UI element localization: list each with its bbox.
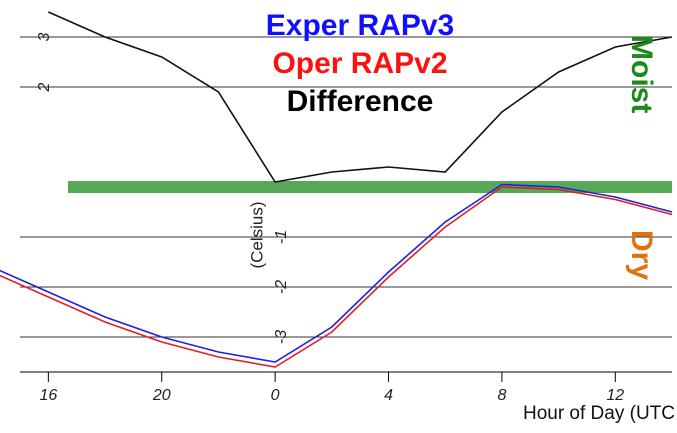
x-tick-label: 12: [606, 387, 624, 404]
y-tick-label: -3: [273, 330, 290, 344]
y-tick-label: 3: [36, 32, 53, 41]
x-tick-label: 20: [152, 387, 171, 404]
y-axis-label: (Celsius): [247, 201, 266, 268]
x-tick-label: 16: [39, 387, 57, 404]
chart: -3 -2 -1 2 3 16 20 0 4 8 12Hour of Day (UTC (Celsiu…: [0, 0, 677, 433]
side-label: Dry: [625, 230, 658, 280]
y-tick-label: -2: [273, 280, 290, 294]
x-tick-label: 0: [271, 387, 280, 404]
title-line: Difference: [287, 85, 434, 118]
title-line: Exper RAPv3: [266, 9, 454, 42]
x-tick-label: 8: [497, 387, 506, 404]
side-label: Moist: [625, 35, 658, 113]
x-axis-label: Hour of Day (UTC: [523, 403, 675, 424]
series-line: [0, 185, 672, 363]
series-line: [0, 187, 672, 367]
x-tick-label: 4: [384, 387, 393, 404]
y-tick-label: 2: [36, 82, 53, 92]
y-tick-label: -1: [273, 230, 290, 244]
title-line: Oper RAPv2: [272, 47, 447, 80]
